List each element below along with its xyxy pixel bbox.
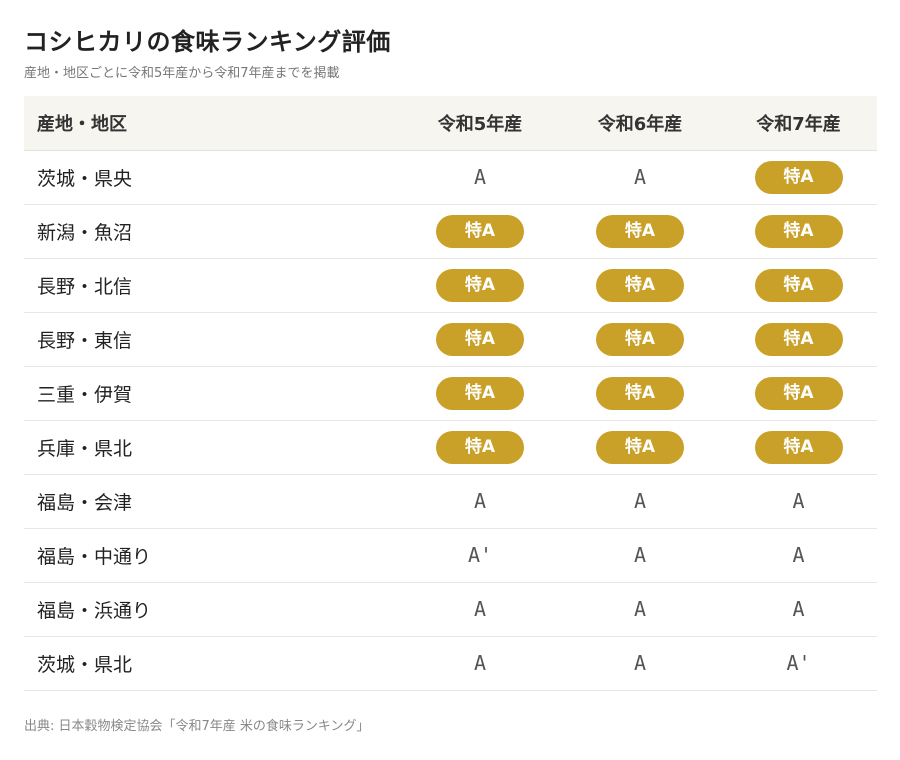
table-row: 茨城・県央 A A 特A <box>24 150 877 205</box>
rating-badge-toku-a: 特A <box>436 268 524 302</box>
rating-badge-toku-a: 特A <box>596 268 684 302</box>
rating-text: A <box>792 543 805 567</box>
rating-cell: 特A <box>400 312 560 367</box>
column-header-r5: 令和5年産 <box>400 96 560 151</box>
rating-text: A <box>792 489 805 513</box>
table-row: 三重・伊賀 特A 特A 特A <box>24 366 877 421</box>
region-cell: 福島・浜通り <box>24 582 400 637</box>
region-cell: 長野・北信 <box>24 258 400 313</box>
column-header-r6: 令和6年産 <box>560 96 720 151</box>
rating-cell: 特A <box>720 366 877 421</box>
rating-cell: 特A <box>560 258 720 313</box>
rating-badge-toku-a: 特A <box>754 376 843 410</box>
rating-cell: A' <box>400 528 560 583</box>
rating-cell: A <box>400 582 560 637</box>
rating-cell: A' <box>720 636 877 691</box>
rating-cell: 特A <box>560 366 720 421</box>
rating-badge-toku-a: 特A <box>436 376 524 410</box>
region-cell: 三重・伊賀 <box>24 366 400 421</box>
table-row: 福島・中通り A' A A <box>24 528 877 583</box>
rating-badge-toku-a: 特A <box>436 430 524 464</box>
rating-text: A <box>633 489 647 513</box>
rating-badge-toku-a: 特A <box>436 322 524 356</box>
rating-text: A <box>792 597 805 621</box>
table-header: 産地・地区 令和5年産 令和6年産 令和7年産 <box>24 96 877 151</box>
rating-cell: A <box>560 150 720 205</box>
rating-text: A <box>473 651 487 675</box>
rating-badge-toku-a: 特A <box>754 430 843 464</box>
rating-cell: 特A <box>720 258 877 313</box>
rating-badge-toku-a: 特A <box>596 214 684 248</box>
region-cell: 兵庫・県北 <box>24 420 400 475</box>
rating-badge-toku-a: 特A <box>596 376 684 410</box>
table-row: 福島・浜通り A A A <box>24 582 877 637</box>
region-cell: 茨城・県北 <box>24 636 400 691</box>
rating-text: A' <box>467 543 493 567</box>
table-row: 新潟・魚沼 特A 特A 特A <box>24 204 877 259</box>
rating-badge-toku-a: 特A <box>436 214 524 248</box>
table-row: 長野・東信 特A 特A 特A <box>24 312 877 367</box>
rating-cell: 特A <box>400 204 560 259</box>
rating-text: A <box>473 165 487 189</box>
rating-cell: A <box>720 528 877 583</box>
rating-text: A <box>633 165 647 189</box>
rating-badge-toku-a: 特A <box>754 160 843 194</box>
region-cell: 長野・東信 <box>24 312 400 367</box>
rating-badge-toku-a: 特A <box>754 322 843 356</box>
rating-cell: 特A <box>400 366 560 421</box>
rating-text: A <box>633 651 647 675</box>
rating-cell: A <box>560 528 720 583</box>
region-cell: 福島・中通り <box>24 528 400 583</box>
rating-cell: 特A <box>560 204 720 259</box>
region-cell: 新潟・魚沼 <box>24 204 400 259</box>
rating-badge-toku-a: 特A <box>754 214 843 248</box>
rating-text: A <box>473 489 487 513</box>
rating-cell: A <box>400 636 560 691</box>
rating-cell: 特A <box>720 420 877 475</box>
rating-cell: A <box>560 582 720 637</box>
rating-cell: 特A <box>720 204 877 259</box>
table-row: 福島・会津 A A A <box>24 474 877 529</box>
rating-cell: 特A <box>720 312 877 367</box>
rating-text: A' <box>786 651 811 675</box>
rating-text: A <box>633 597 647 621</box>
table-row: 兵庫・県北 特A 特A 特A <box>24 420 877 475</box>
rating-cell: A <box>560 474 720 529</box>
column-header-region: 産地・地区 <box>24 96 400 151</box>
table-body: 茨城・県央 A A 特A 新潟・魚沼 特A 特A 特A 長野・北信 特A 特A 特A 長野・東信 特A 特A… <box>24 150 877 691</box>
rating-text: A <box>633 543 647 567</box>
rating-badge-toku-a: 特A <box>596 430 684 464</box>
rating-cell: A <box>400 474 560 529</box>
column-header-r7: 令和7年産 <box>720 96 877 151</box>
rating-cell: 特A <box>720 150 877 205</box>
source-note: 出典: 日本穀物検定協会「令和7年産 米の食味ランキング」 <box>24 719 370 734</box>
rating-cell: 特A <box>560 420 720 475</box>
region-cell: 福島・会津 <box>24 474 400 529</box>
rating-cell: 特A <box>400 420 560 475</box>
ranking-table: 産地・地区 令和5年産 令和6年産 令和7年産 茨城・県央 A A 特A 新潟・魚沼 特A… <box>24 96 877 691</box>
rating-cell: A <box>560 636 720 691</box>
table-row: 長野・北信 特A 特A 特A <box>24 258 877 313</box>
rating-text: A <box>473 597 487 621</box>
page-title: コシヒカリの食味ランキング評価 <box>24 28 391 56</box>
rating-badge-toku-a: 特A <box>754 268 843 302</box>
rating-cell: 特A <box>400 258 560 313</box>
header-row: 産地・地区 令和5年産 令和6年産 令和7年産 <box>24 96 877 151</box>
rating-cell: A <box>720 582 877 637</box>
rating-cell: A <box>720 474 877 529</box>
region-cell: 茨城・県央 <box>24 150 400 205</box>
page-subtitle: 産地・地区ごとに令和5年産から令和7年産までを掲載 <box>24 66 340 81</box>
rating-cell: 特A <box>560 312 720 367</box>
rating-badge-toku-a: 特A <box>596 322 684 356</box>
rating-cell: A <box>400 150 560 205</box>
table-row: 茨城・県北 A A A' <box>24 636 877 691</box>
